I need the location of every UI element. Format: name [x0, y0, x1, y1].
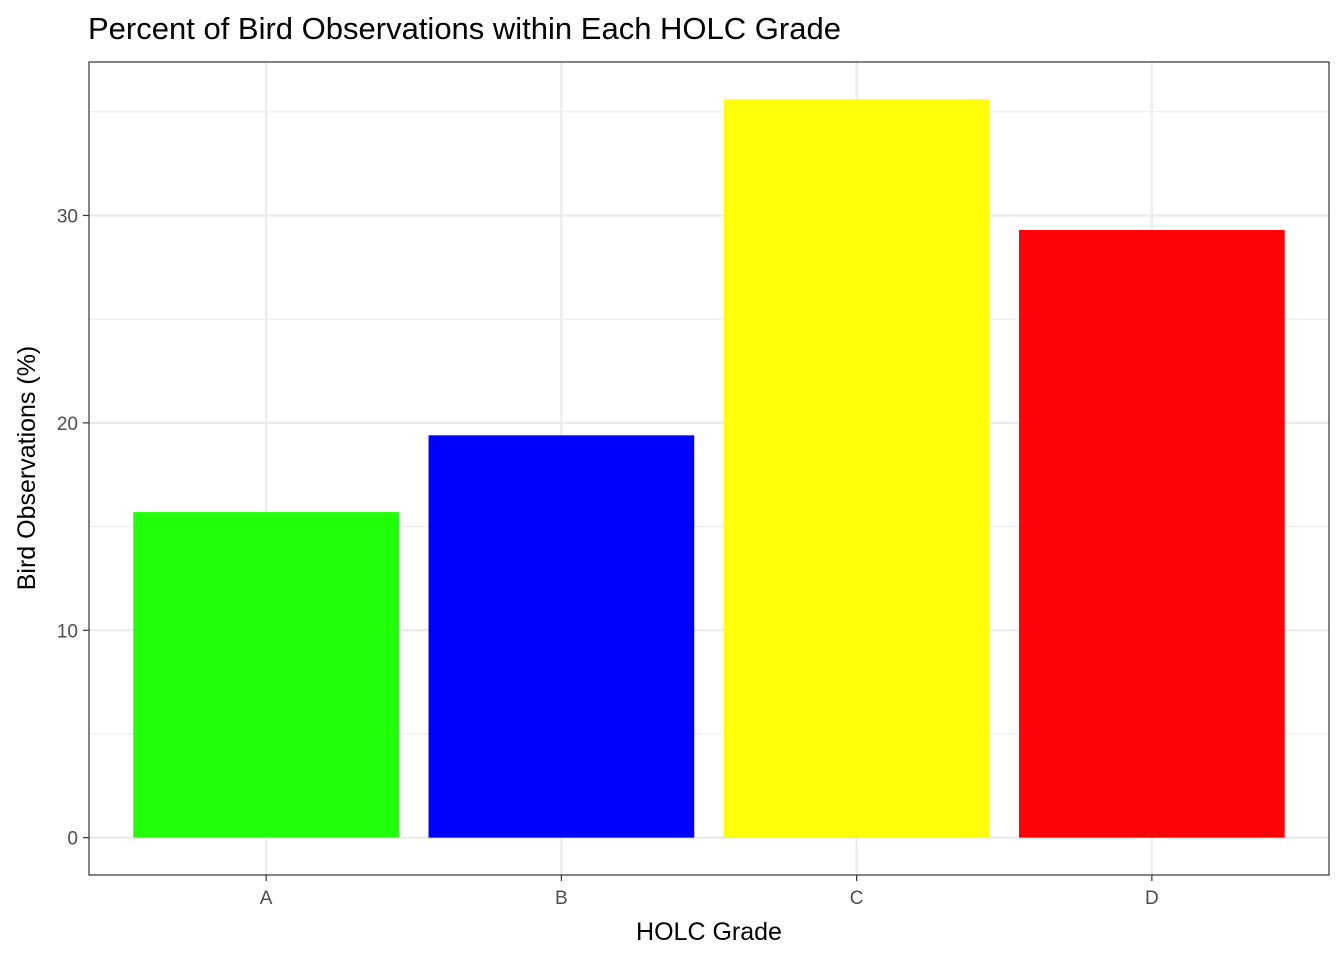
bar-a: [133, 512, 400, 838]
bar-b: [428, 435, 695, 838]
x-axis: A B C D: [260, 875, 1159, 909]
x-tick-label: D: [1145, 888, 1159, 909]
x-axis-title: HOLC Grade: [636, 918, 782, 946]
x-tick-label: A: [260, 888, 273, 909]
x-tick-label: B: [555, 888, 568, 909]
plot-border: [88, 61, 1330, 876]
y-tick-label: 20: [57, 414, 78, 435]
y-axis-title: Bird Observations (%): [13, 346, 41, 591]
bar-d: [1019, 229, 1285, 838]
bars: [133, 99, 1285, 838]
y-tick-label: 0: [67, 829, 78, 850]
y-tick-label: 30: [57, 206, 78, 227]
x-tick-label: C: [850, 888, 864, 909]
y-tick-label: 10: [57, 621, 78, 642]
bar-c: [723, 99, 990, 838]
y-axis: 0 10 20 30: [57, 206, 89, 850]
chart-title: Percent of Bird Observations within Each…: [88, 11, 841, 46]
